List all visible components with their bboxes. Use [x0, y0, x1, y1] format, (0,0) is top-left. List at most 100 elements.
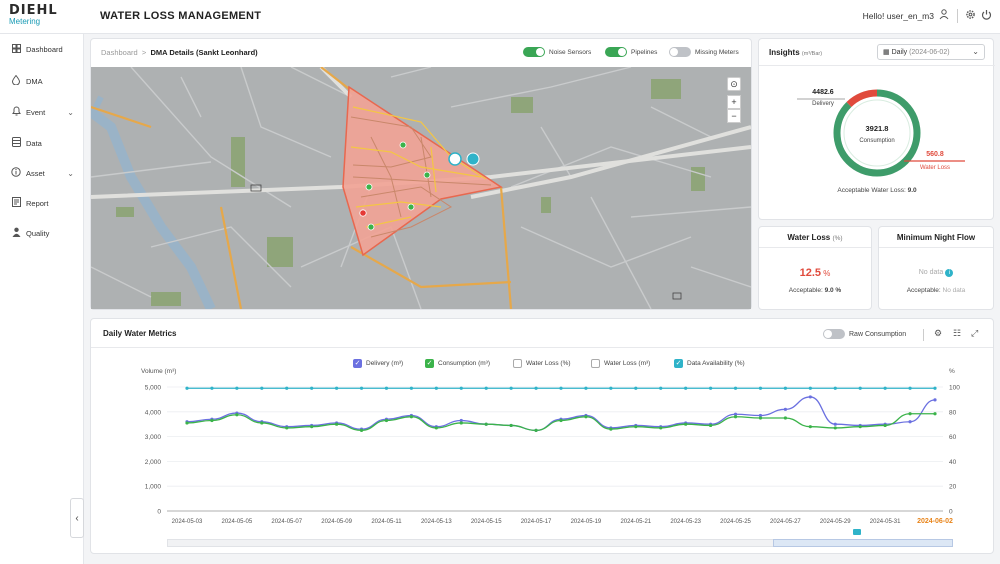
legend-water-loss-pct[interactable]: Water Loss (%): [513, 359, 571, 368]
zoom-out-button[interactable]: −: [727, 109, 741, 123]
data-availability-point: [659, 386, 663, 390]
delivery-value: 4482.6: [812, 89, 834, 96]
user-icon[interactable]: [938, 9, 950, 23]
chart-zoom-handle[interactable]: [853, 529, 861, 535]
dma-map[interactable]: ⊙ + −: [91, 67, 751, 309]
settings-icon[interactable]: ⚙: [934, 328, 943, 338]
person-icon: [10, 227, 22, 239]
zoom-in-button[interactable]: +: [727, 95, 741, 109]
acceptable-label: Acceptable Water Loss:: [837, 187, 906, 194]
data-availability-point: [409, 386, 413, 390]
gear-icon[interactable]: [964, 9, 976, 23]
insights-title-text: Insights: [769, 48, 800, 57]
chart-zoom-window[interactable]: [773, 539, 953, 547]
sidebar-item-dashboard[interactable]: Dashboard: [10, 42, 80, 56]
consumption-point: [559, 418, 563, 423]
legend-data-availability[interactable]: ✓ Data Availability (%): [674, 359, 745, 368]
sidebar-item-event[interactable]: Event ⌄: [10, 105, 80, 119]
y2-tick-label: 0: [949, 509, 953, 516]
x-tick-label: 2024-05-07: [271, 519, 302, 525]
divider: [759, 247, 871, 248]
data-availability-point: [709, 386, 713, 390]
data-availability-point: [858, 386, 862, 390]
sidebar-item-dma[interactable]: DMA: [10, 74, 80, 88]
consumption-point: [808, 425, 812, 429]
consumption-point: [409, 415, 413, 419]
chevron-down-icon: ⌄: [972, 47, 979, 56]
sidebar-item-data[interactable]: Data: [10, 136, 80, 150]
breadcrumb-root[interactable]: Dashboard: [101, 48, 138, 57]
drop-icon: [10, 74, 22, 87]
data-availability-point: [534, 386, 538, 390]
filter-icon[interactable]: ☷: [953, 328, 962, 338]
toggle-switch[interactable]: [605, 47, 627, 57]
y2-tick-label: 60: [949, 434, 957, 441]
brand-logo[interactable]: DIEHL Metering: [9, 4, 58, 27]
toggle-pipelines[interactable]: Pipelines: [605, 47, 657, 57]
info-icon[interactable]: i: [945, 269, 954, 277]
toggle-raw-consumption[interactable]: Raw Consumption: [823, 329, 906, 339]
info-icon: [10, 167, 22, 179]
toggle-switch[interactable]: [669, 47, 691, 57]
legend-water-loss-m3[interactable]: Water Loss (m³): [591, 359, 650, 368]
delivery-point: [459, 418, 463, 423]
consumption-point: [684, 422, 688, 426]
acceptable-label: Acceptable:: [906, 287, 941, 294]
x-tick-label: 2024-05-29: [820, 519, 851, 525]
toggle-missing-meters[interactable]: Missing Meters: [669, 47, 739, 57]
consumption-point: [534, 428, 538, 432]
consumption-point: [758, 416, 763, 420]
checkbox[interactable]: ✓: [425, 359, 434, 368]
checkbox[interactable]: [513, 359, 522, 368]
x-tick-label: 2024-05-31: [870, 519, 901, 525]
database-icon: [10, 137, 22, 149]
water-loss-percent-sign: %: [823, 269, 831, 278]
acceptable-value: 9.0 %: [824, 287, 842, 294]
checkbox[interactable]: [591, 359, 600, 368]
toggle-switch[interactable]: [523, 47, 545, 57]
sidebar-item-quality[interactable]: Quality: [10, 226, 80, 240]
insights-unit: (m³/Bar): [801, 51, 823, 57]
x-tick-label: 2024-05-23: [670, 519, 701, 525]
brand-subname: Metering: [9, 17, 41, 26]
night-flow-value: No data: [918, 269, 944, 276]
legend-delivery[interactable]: ✓ Delivery (m³): [353, 359, 403, 368]
metrics-title: Daily Water Metrics: [103, 329, 177, 338]
power-icon[interactable]: [980, 9, 992, 23]
expand-icon[interactable]: ⤢: [971, 328, 979, 338]
insights-title: Insights (m³/Bar): [769, 48, 822, 57]
checkbox[interactable]: ✓: [674, 359, 683, 368]
water-loss-title-text: Water Loss: [787, 233, 831, 242]
legend-consumption[interactable]: ✓ Consumption (m³): [425, 359, 490, 368]
sidebar-collapse-button[interactable]: ‹: [70, 498, 84, 538]
legend-label: Delivery (m³): [366, 360, 404, 367]
x-tick-label: 2024-06-02: [917, 518, 953, 525]
night-flow-acceptable: Acceptable: No data: [879, 287, 993, 294]
consumption-point: [285, 426, 289, 430]
water-loss-value: 560.8: [926, 151, 944, 158]
top-bar: DIEHL Metering WATER LOSS MANAGEMENT Hel…: [0, 0, 1000, 34]
locate-button[interactable]: ⊙: [727, 77, 741, 91]
consumption-point: [584, 415, 588, 419]
data-availability-point: [584, 386, 588, 390]
x-tick-label: 2024-05-17: [521, 519, 552, 525]
toggle-noise-sensors[interactable]: Noise Sensors: [523, 47, 591, 57]
consumption-point: [310, 425, 314, 429]
checkbox[interactable]: ✓: [353, 359, 362, 368]
x-tick-label: 2024-05-05: [222, 519, 253, 525]
toggle-switch[interactable]: [823, 329, 845, 339]
date-select[interactable]: ▦ Daily (2024-06-02) ⌄: [877, 44, 985, 60]
sidebar-item-asset[interactable]: Asset ⌄: [10, 166, 80, 180]
consumption-point: [384, 418, 389, 423]
night-flow-title: Minimum Night Flow: [896, 233, 976, 242]
consumption-point: [908, 412, 912, 416]
sidebar-item-report[interactable]: Report: [10, 196, 80, 210]
consumption-point: [434, 426, 438, 430]
chevron-down-icon: ⌄: [67, 107, 74, 117]
toggle-label: Pipelines: [631, 48, 658, 56]
y-tick-label: 3,000: [145, 434, 162, 441]
sidebar-item-label: Event: [26, 107, 46, 117]
breadcrumb-separator: >: [139, 48, 151, 57]
water-loss-acceptable: Acceptable: 9.0 %: [759, 287, 871, 294]
data-availability-point: [260, 386, 264, 390]
